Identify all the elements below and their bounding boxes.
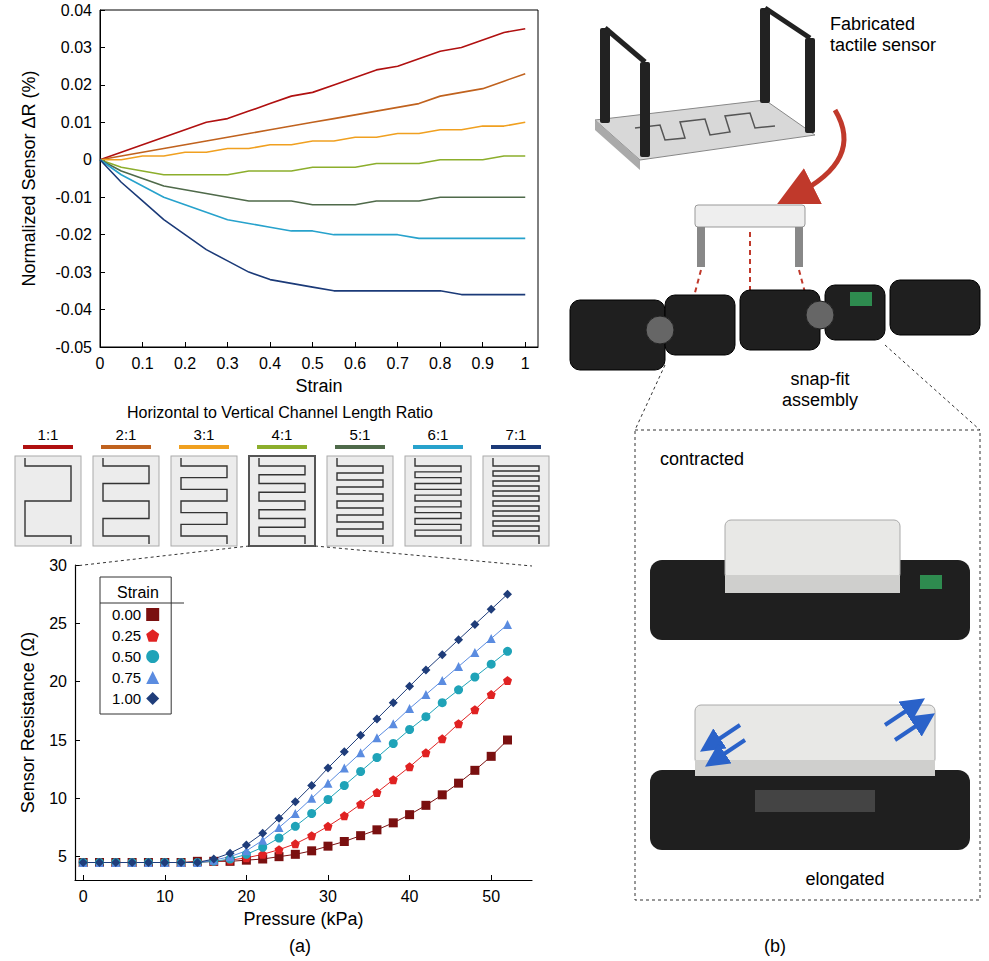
- svg-text:0: 0: [96, 355, 105, 372]
- svg-text:0.25: 0.25: [112, 627, 141, 644]
- svg-text:10: 10: [156, 888, 174, 905]
- svg-text:contracted: contracted: [660, 449, 744, 469]
- svg-text:0.01: 0.01: [61, 114, 92, 131]
- svg-text:1: 1: [521, 355, 530, 372]
- svg-text:0.00: 0.00: [112, 606, 141, 623]
- svg-text:4:1: 4:1: [272, 426, 293, 443]
- svg-text:Horizontal to Vertical Channel: Horizontal to Vertical Channel Length Ra…: [127, 404, 433, 421]
- svg-text:Fabricatedtactile sensor: Fabricatedtactile sensor: [830, 14, 936, 55]
- svg-text:6:1: 6:1: [428, 426, 449, 443]
- svg-text:0.02: 0.02: [61, 76, 92, 93]
- svg-text:40: 40: [401, 888, 419, 905]
- svg-text:elongated: elongated: [805, 869, 884, 889]
- svg-text:Strain: Strain: [295, 376, 342, 396]
- svg-text:Sensor Resistance (Ω): Sensor Resistance (Ω): [18, 632, 38, 814]
- svg-text:0.75: 0.75: [112, 669, 141, 686]
- svg-text:20: 20: [237, 888, 255, 905]
- svg-text:-0.03: -0.03: [56, 264, 93, 281]
- svg-text:-0.01: -0.01: [56, 189, 93, 206]
- svg-text:0.8: 0.8: [429, 355, 451, 372]
- svg-text:0: 0: [83, 151, 92, 168]
- svg-text:0.9: 0.9: [472, 355, 494, 372]
- svg-text:(a): (a): [289, 936, 311, 956]
- svg-text:15: 15: [49, 732, 67, 749]
- svg-text:-0.05: -0.05: [56, 339, 93, 356]
- svg-text:50: 50: [482, 888, 500, 905]
- svg-text:0.3: 0.3: [216, 355, 238, 372]
- svg-text:1.00: 1.00: [112, 690, 141, 707]
- svg-text:snap-fitassembly: snap-fitassembly: [782, 369, 858, 410]
- svg-text:2:1: 2:1: [116, 426, 137, 443]
- svg-text:30: 30: [319, 888, 337, 905]
- svg-text:5: 5: [58, 848, 67, 865]
- svg-text:0.04: 0.04: [61, 2, 92, 19]
- svg-text:30: 30: [49, 557, 67, 574]
- svg-text:3:1: 3:1: [194, 426, 215, 443]
- svg-text:0.5: 0.5: [301, 355, 323, 372]
- svg-text:7:1: 7:1: [506, 426, 527, 443]
- svg-text:20: 20: [49, 673, 67, 690]
- svg-text:0.1: 0.1: [131, 355, 153, 372]
- svg-text:0: 0: [79, 888, 88, 905]
- svg-text:Normalized Sensor ΔR (%): Normalized Sensor ΔR (%): [19, 70, 39, 286]
- svg-text:0.6: 0.6: [344, 355, 366, 372]
- svg-text:0.7: 0.7: [387, 355, 409, 372]
- svg-text:0.03: 0.03: [61, 39, 92, 56]
- svg-text:0.2: 0.2: [174, 355, 196, 372]
- svg-text:Strain: Strain: [117, 584, 159, 601]
- svg-text:10: 10: [49, 790, 67, 807]
- svg-text:-0.04: -0.04: [56, 301, 93, 318]
- svg-text:-0.02: -0.02: [56, 226, 93, 243]
- svg-text:0.50: 0.50: [112, 648, 141, 665]
- svg-text:0.4: 0.4: [259, 355, 281, 372]
- svg-text:Pressure (kPa): Pressure (kPa): [243, 909, 363, 929]
- svg-text:5:1: 5:1: [350, 426, 371, 443]
- svg-text:(b): (b): [764, 936, 786, 956]
- svg-text:1:1: 1:1: [38, 426, 59, 443]
- svg-text:25: 25: [49, 615, 67, 632]
